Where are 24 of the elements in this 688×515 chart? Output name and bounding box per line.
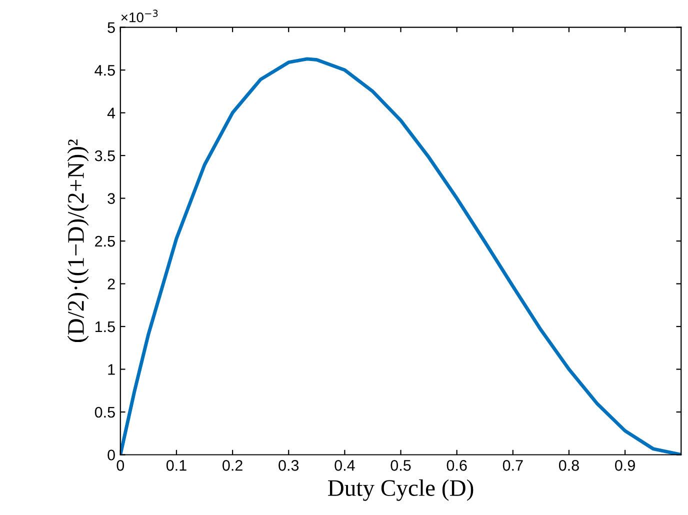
text: ×10$^{−3}$ — [121, 10, 158, 22]
y-tick-label: 3 — [108, 193, 115, 204]
x-tick-label: 0.7 — [502, 460, 523, 471]
y-tick-label: 1 — [108, 364, 115, 375]
y-tick-label: 0.5 — [94, 406, 115, 418]
y-tick-label: 3.5 — [94, 150, 115, 162]
x-axis-title: Duty Cycle (D) — [328, 479, 474, 501]
x-tick-label: 0.2 — [222, 460, 242, 471]
x-tick-label: 0.5 — [390, 460, 411, 471]
x-tick-label: 0.3 — [278, 460, 299, 471]
y-axis-title: (D/2)·((1−D)/(2+N))² — [67, 139, 89, 342]
y-tick-label: 4 — [107, 108, 116, 118]
x-tick-label: 0.6 — [446, 460, 467, 471]
x-tick-label: 0.8 — [558, 460, 579, 471]
y-tick-label: 0 — [108, 450, 115, 460]
x-tick-label: 0.9 — [615, 460, 635, 471]
y-tick-label: 1.5 — [95, 322, 115, 332]
y-tick-label: 4.5 — [94, 65, 115, 76]
x-tick-label: 0.1 — [166, 460, 186, 471]
y-tick-label: 2.5 — [95, 236, 115, 247]
x-tick-label: 0 — [116, 460, 124, 471]
y-tick-label: 2 — [108, 278, 115, 290]
y-tick-label: 5 — [108, 22, 115, 33]
x-tick-label: 0.4 — [334, 460, 355, 471]
